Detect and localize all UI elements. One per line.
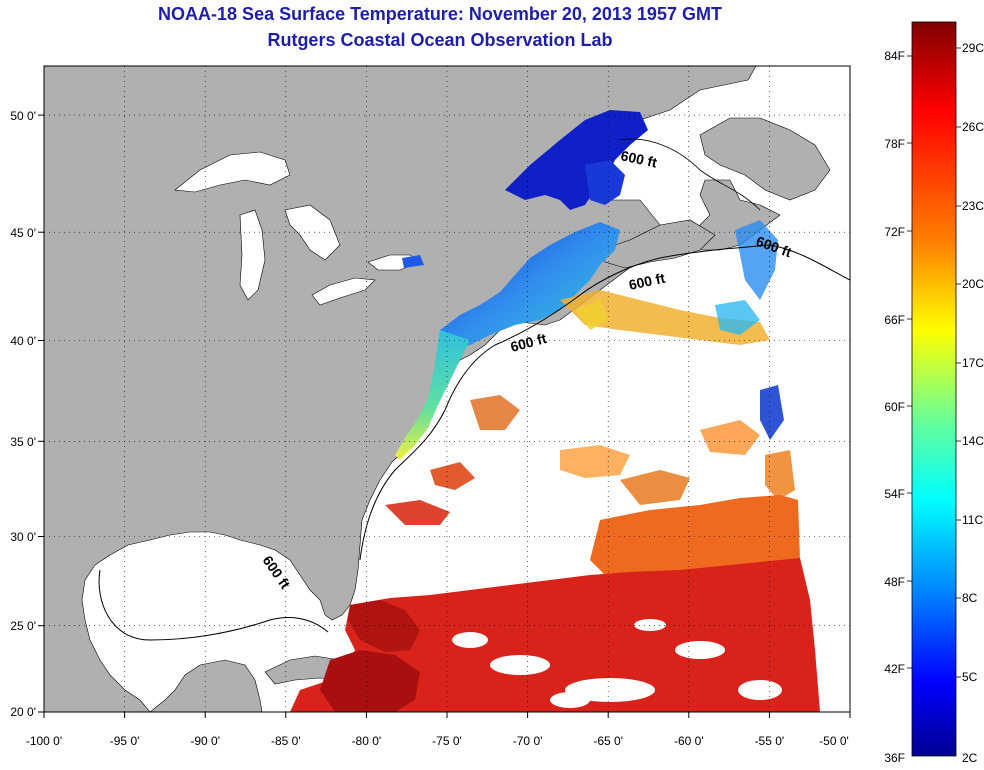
colorbar-c-label: 14C (962, 434, 984, 448)
gulf-st-lawrence-sst (585, 160, 625, 205)
lake-erie (311, 277, 376, 306)
colorbar-c-label: 2C (962, 751, 978, 765)
colorbar-c-label: 20C (962, 277, 984, 291)
land-nova-scotia (599, 219, 716, 269)
subtropical-orange-sst (590, 495, 800, 580)
lon-axis: -100 0' -95 0' -90 0' -85 0' -80 0' -75 … (26, 712, 851, 748)
colorbar-f-label: 48F (884, 575, 905, 589)
colorbar-c-label: 26C (962, 120, 984, 134)
chart-title: NOAA-18 Sea Surface Temperature: Novembe… (158, 4, 722, 24)
caribbean-hot-sst (320, 650, 420, 712)
lon-tick-label: -100 0' (26, 734, 62, 748)
lat-tick-label: 50 0' (10, 109, 36, 123)
colorbar: 84F 78F 72F 66F 60F 54F 48F 42F 36F 29C … (884, 21, 984, 765)
land-yucatan (149, 659, 263, 712)
lat-tick-label: 40 0' (10, 334, 36, 348)
lon-tick-label: -55 0' (755, 734, 785, 748)
lon-tick-label: -70 0' (513, 734, 543, 748)
colorbar-c-label: 5C (962, 670, 978, 684)
lat-tick-label: 20 0' (10, 705, 36, 719)
lake-huron (284, 204, 341, 261)
cloud-gaps (452, 619, 782, 708)
lat-axis: 20 0' 25 0' 30 0' 35 0' 40 0' 45 0' 50 0… (10, 109, 44, 719)
colorbar-f-label: 36F (884, 751, 905, 765)
colorbar-gradient (911, 21, 957, 757)
isobath-label: 600 ft (627, 270, 666, 293)
subtropical-red-sst (290, 558, 820, 712)
lon-tick-label: -80 0' (352, 734, 382, 748)
lat-tick-label: 45 0' (10, 226, 36, 240)
colorbar-c-label: 11C (962, 513, 983, 527)
lake-ontario-sst (402, 255, 424, 268)
lat-tick-label: 25 0' (10, 619, 36, 633)
colorbar-f-label: 66F (884, 313, 905, 327)
colorbar-f-label: 42F (884, 662, 905, 676)
lon-tick-label: -65 0' (593, 734, 623, 748)
colorbar-c-label: 8C (962, 591, 978, 605)
lake-michigan (239, 209, 266, 301)
shelf-sst (440, 222, 620, 350)
colorbar-f-label: 84F (884, 49, 905, 63)
lon-tick-label: -50 0' (819, 734, 849, 748)
colorbar-f-label: 78F (884, 137, 905, 151)
colorbar-c-label: 23C (962, 199, 984, 213)
colorbar-f-label: 54F (884, 487, 905, 501)
land-newfoundland (699, 117, 831, 201)
isobath-600ft (98, 244, 850, 641)
isobath-600ft-north (619, 138, 761, 211)
lat-tick-label: 30 0' (10, 530, 36, 544)
lon-tick-label: -60 0' (674, 734, 704, 748)
lon-tick-label: -95 0' (110, 734, 140, 748)
lake-superior (174, 151, 291, 193)
colorbar-f-label: 60F (884, 400, 905, 414)
lon-tick-label: -85 0' (271, 734, 301, 748)
isobath-label: 600 ft (619, 147, 658, 170)
lon-tick-label: -90 0' (190, 734, 220, 748)
lon-tick-label: -75 0' (432, 734, 462, 748)
colorbar-c-label: 29C (962, 41, 984, 55)
offshore-patches (385, 220, 795, 525)
lat-tick-label: 35 0' (10, 435, 36, 449)
coastal-sst (395, 330, 470, 460)
chart-subtitle: Rutgers Coastal Ocean Observation Lab (267, 30, 613, 50)
colorbar-c-label: 17C (962, 356, 984, 370)
st-lawrence-sst (505, 110, 648, 210)
colorbar-f-label: 72F (884, 225, 905, 239)
